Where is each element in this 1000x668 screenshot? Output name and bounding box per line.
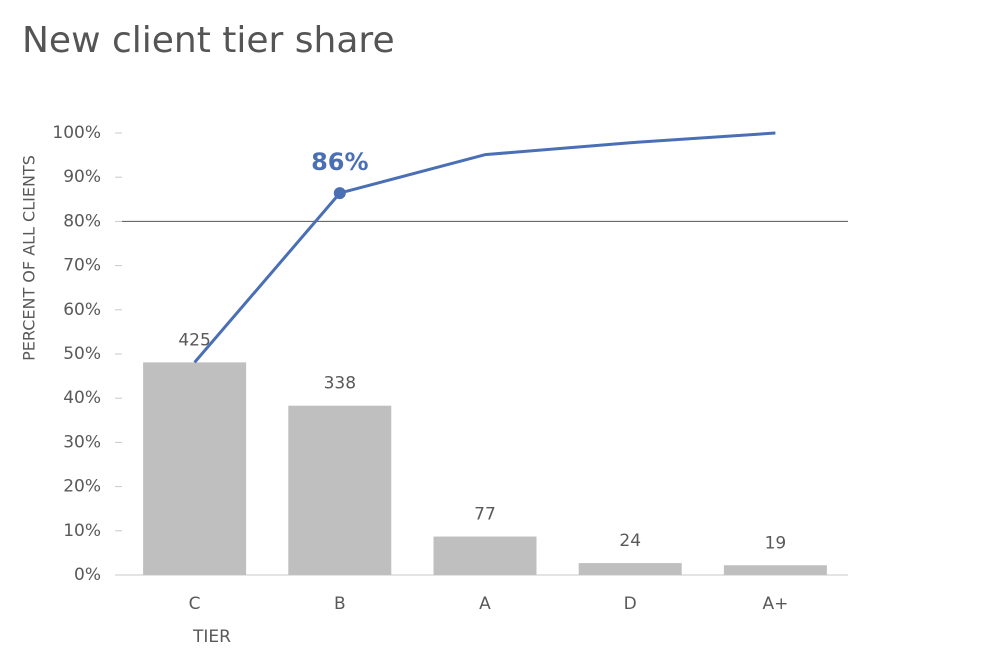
y-tick-label: 50% [63,344,101,364]
x-tick-label: D [624,594,637,614]
y-tick-label: 10% [63,521,101,541]
y-tick-label: 100% [52,123,101,143]
chart-title: New client tier share [22,20,395,61]
line [193,131,776,364]
bar [288,405,392,575]
data-label: 77 [474,505,496,525]
y-tick-label: 40% [63,388,101,408]
y-tick-label: 70% [63,256,101,276]
data-label: 24 [619,531,641,551]
y-tick-label: 60% [63,300,101,320]
y-tick-label: 0% [74,565,101,585]
bar [433,536,537,575]
x-tick-label: B [334,594,346,614]
x-axis-label: TIER [192,627,231,647]
data-label: 338 [324,374,356,394]
x-tick-label: C [189,594,201,614]
y-tick-label: 80% [63,211,101,231]
bar [723,565,827,575]
highlight-point [333,187,346,200]
bar [578,563,682,575]
y-tick-label: 30% [63,432,101,452]
y-tick-label: 20% [63,477,101,497]
bar [143,362,247,575]
data-label: 19 [765,533,787,553]
annotation: 86% [311,148,368,176]
y-axis-label: PERCENT OF ALL CLIENTS [20,155,39,361]
data-label: 425 [178,330,210,350]
y-tick-label: 90% [63,167,101,187]
x-tick-label: A [479,594,491,614]
x-tick-label: A+ [762,594,788,614]
